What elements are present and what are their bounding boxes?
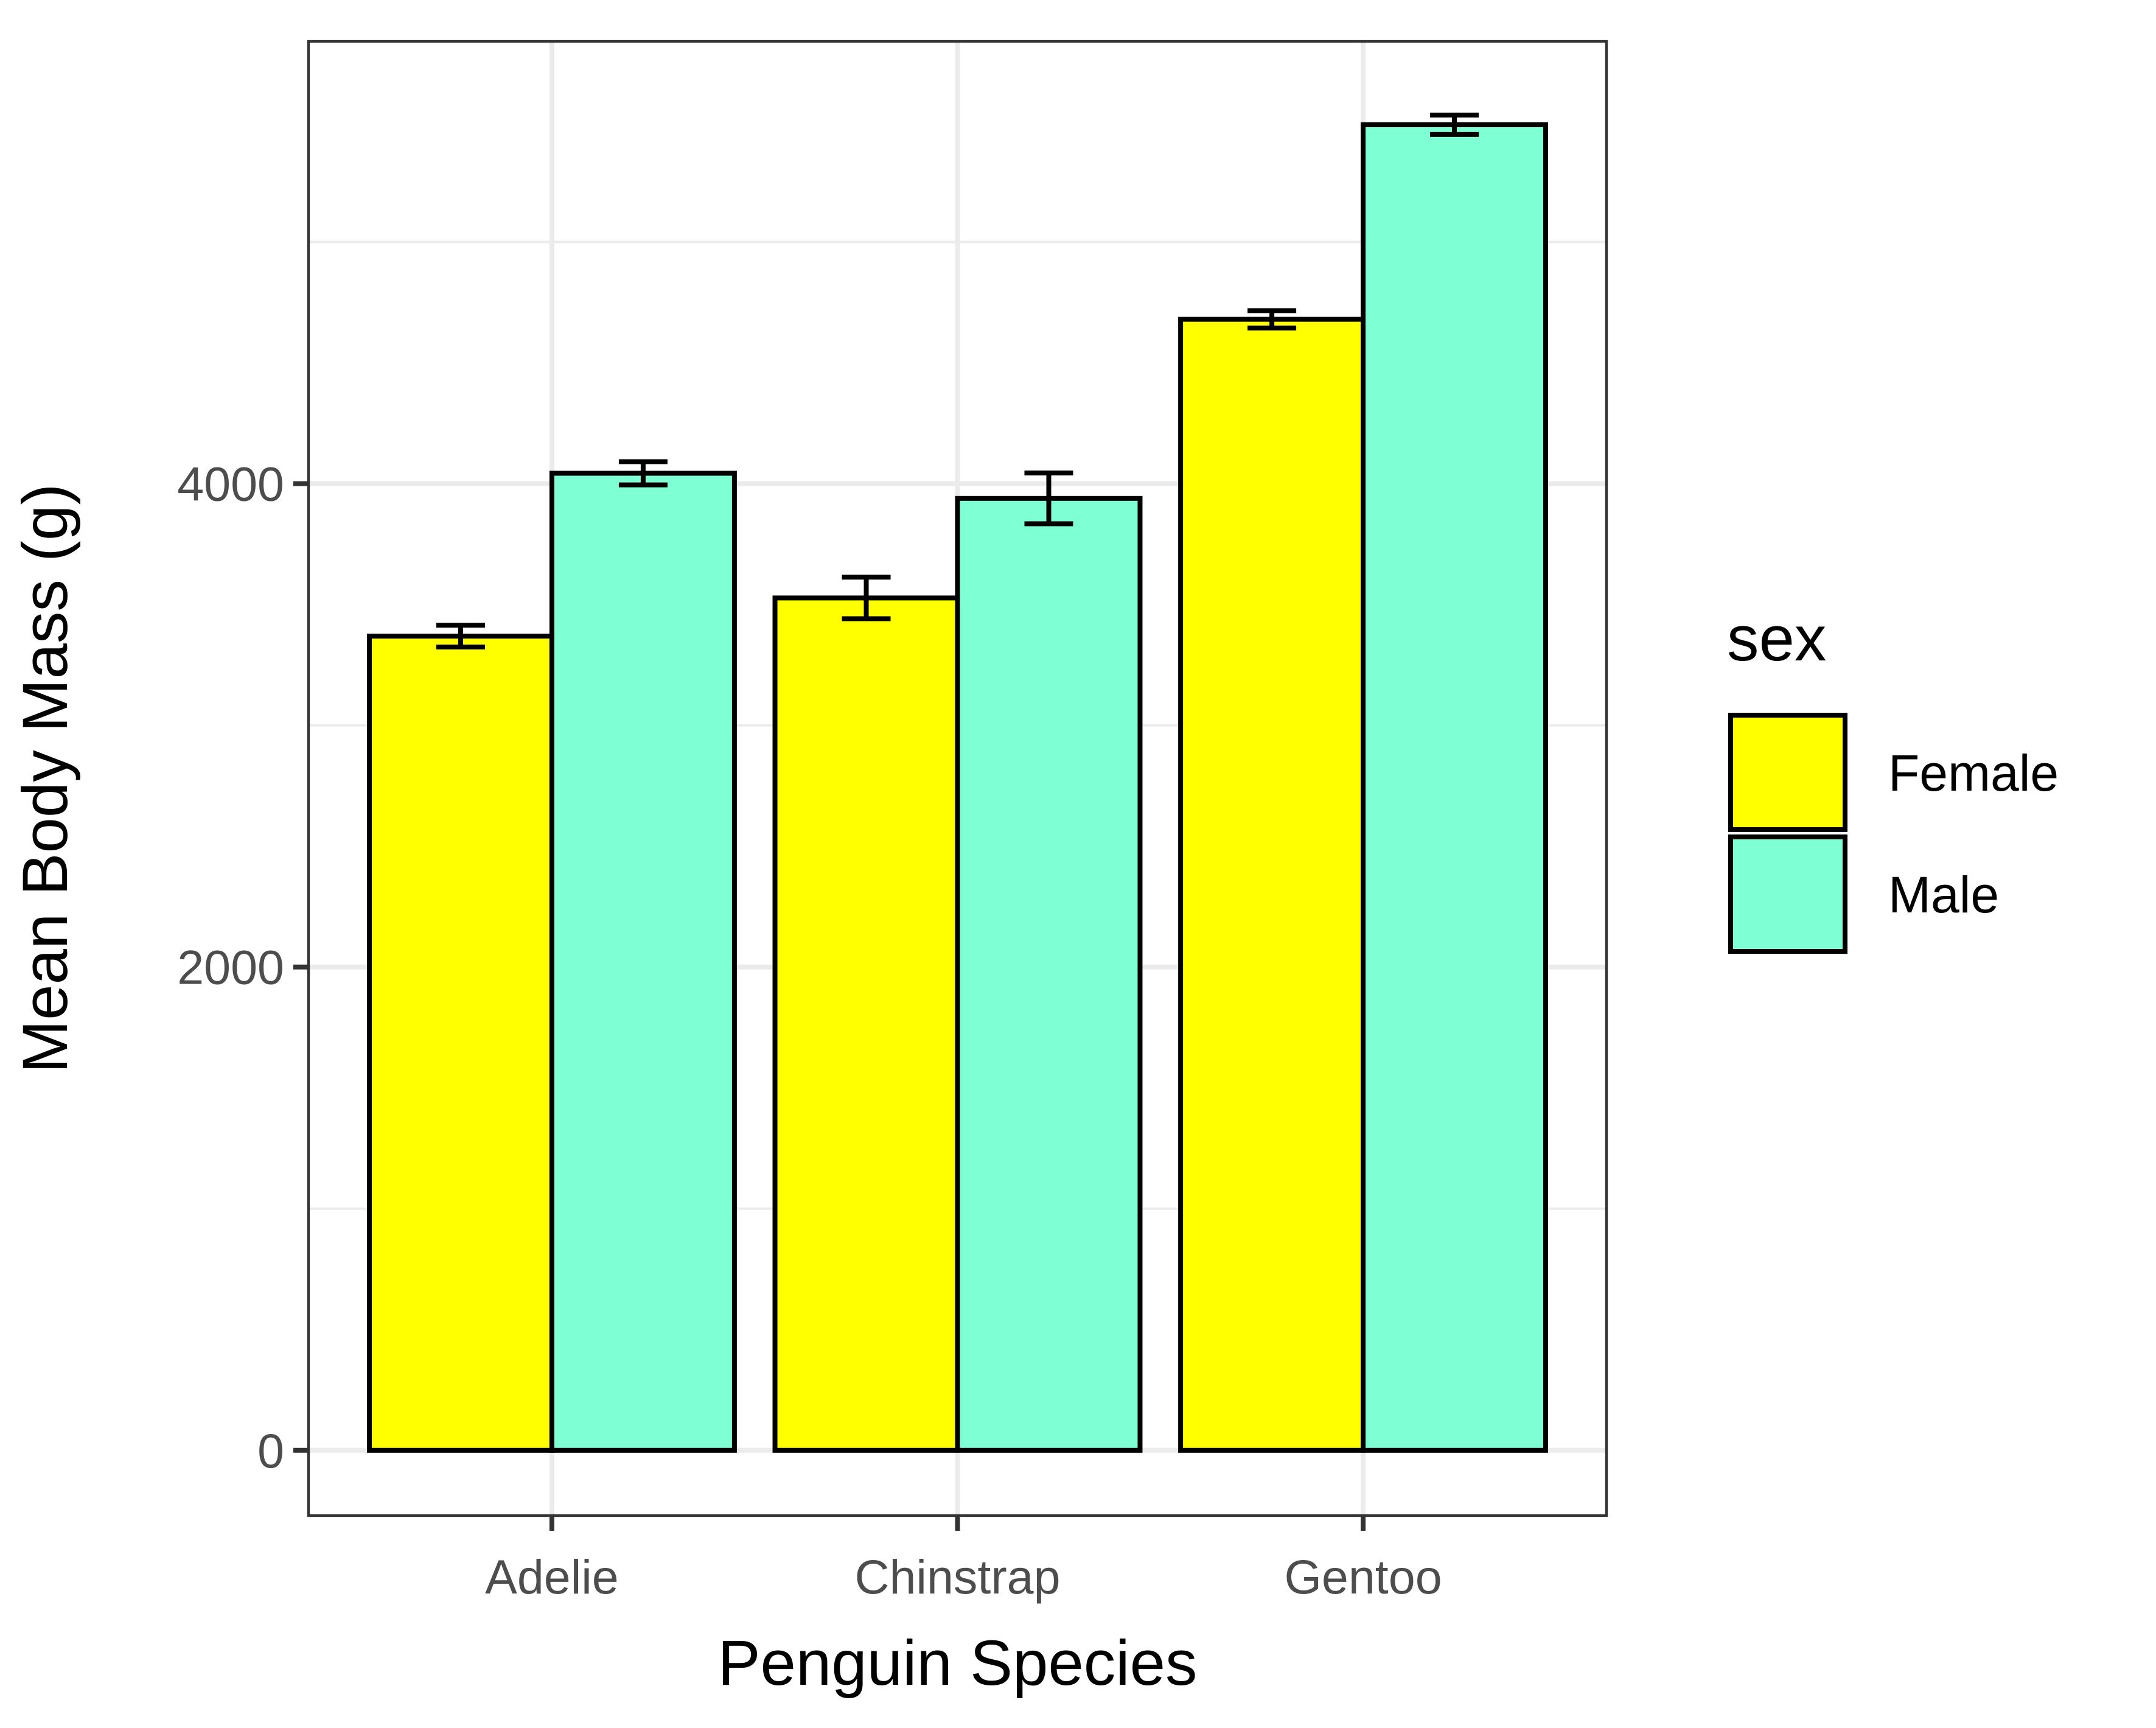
error-bar-chinstrap-male	[1024, 470, 1073, 526]
x-tick-label-chinstrap: Chinstrap	[854, 1550, 1060, 1604]
bar-gentoo-female	[1178, 317, 1366, 1453]
error-bar-gentoo-female	[1247, 308, 1297, 331]
bar-chinstrap-male	[955, 495, 1143, 1453]
x-axis-title: Penguin Species	[717, 1628, 1197, 1699]
error-bar-chinstrap-female	[842, 575, 891, 621]
y-axis-title: Mean Body Mass (g)	[10, 484, 81, 1074]
bar-adelie-female	[366, 634, 554, 1453]
bar-gentoo-male	[1361, 122, 1549, 1453]
legend-key-female	[1728, 713, 1847, 832]
error-bar-adelie-female	[436, 623, 485, 650]
legend-label-female: Female	[1888, 744, 2059, 802]
y-tick-label: 0	[257, 1424, 284, 1478]
legend-label-male: Male	[1888, 866, 1999, 923]
bar-adelie-male	[549, 470, 737, 1453]
x-tick-label-adelie: Adelie	[485, 1550, 619, 1604]
x-tick-label-gentoo: Gentoo	[1284, 1550, 1442, 1604]
legend-key-male	[1728, 834, 1847, 954]
legend: sex Female Male	[1727, 603, 2059, 954]
bars	[366, 122, 1549, 1453]
y-tick-label: 4000	[177, 457, 284, 511]
legend-title: sex	[1727, 603, 1826, 674]
error-bar-gentoo-male	[1430, 113, 1479, 137]
y-tick-label: 2000	[177, 940, 284, 995]
error-bar-adelie-male	[618, 459, 668, 488]
error-bars	[436, 113, 1479, 650]
bar-chinstrap-female	[772, 595, 960, 1453]
axes: 0 2000 4000 Adelie Chinstrap Gentoo	[177, 457, 1442, 1604]
